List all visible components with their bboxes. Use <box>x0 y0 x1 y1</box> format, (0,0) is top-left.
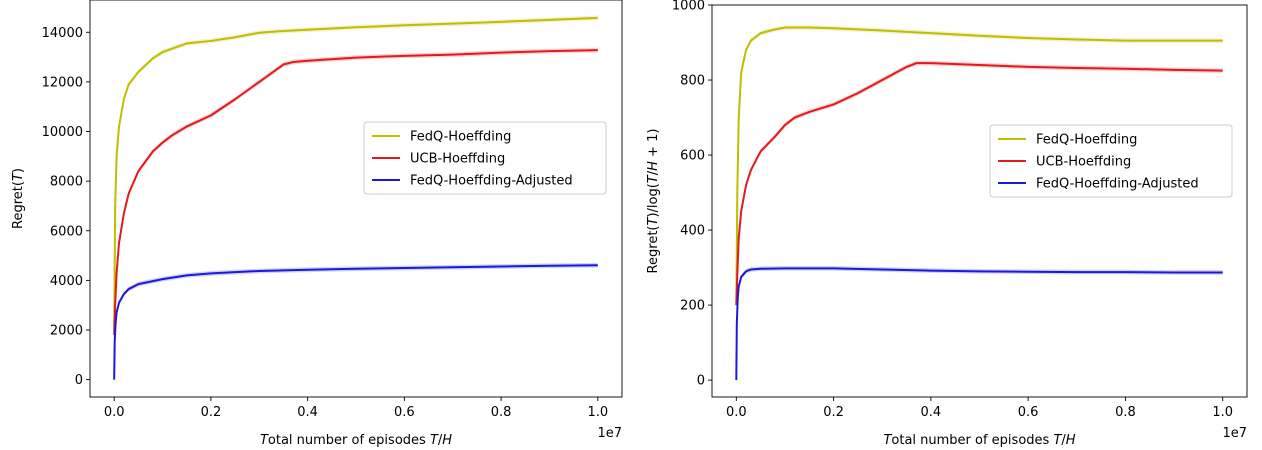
y-tick-label: 4000 <box>50 274 83 289</box>
y-tick-label: 200 <box>680 299 705 314</box>
x-tick-label: 0.2 <box>823 405 844 420</box>
y-tick-label: 800 <box>680 74 705 89</box>
series-band-2 <box>114 262 598 383</box>
y-tick-label: 6000 <box>50 224 83 239</box>
y-axis-label: Regret(T) <box>11 168 26 229</box>
x-offset-label: 1e7 <box>1222 426 1247 441</box>
legend-entry-1: UCB-Hoeffding <box>410 152 505 167</box>
series-line-0 <box>113 16 598 331</box>
series-line-1 <box>735 62 1223 306</box>
y-tick-label: 2000 <box>50 324 83 339</box>
x-tick-label: 0.6 <box>394 405 415 420</box>
x-tick-label: 0.8 <box>1115 405 1136 420</box>
x-tick-label: 0.0 <box>726 405 747 420</box>
y-tick-label: 8000 <box>50 175 83 190</box>
x-tick-label: 0.4 <box>921 405 942 420</box>
x-tick-label: 0.8 <box>491 405 512 420</box>
y-tick-label: 10000 <box>42 125 83 140</box>
x-tick-label: 1.0 <box>1212 405 1233 420</box>
legend-entry-0: FedQ-Hoeffding <box>410 130 511 145</box>
legend-entry-2: FedQ-Hoeffding-Adjusted <box>410 174 573 189</box>
y-tick-label: 14000 <box>42 26 83 41</box>
y-tick-label: 600 <box>680 149 705 164</box>
x-axis-label: Total number of episodes T/H <box>260 433 452 448</box>
legend-entry-1: UCB-Hoeffding <box>1036 155 1131 170</box>
plot-area <box>113 15 598 383</box>
legend-box <box>363 121 607 195</box>
y-axis-label: Regret(T)/log(T/H + 1) <box>646 129 661 274</box>
x-tick-label: 0.6 <box>1018 405 1039 420</box>
y-tick-label: 400 <box>680 224 705 239</box>
y-tick-label: 0 <box>75 373 83 388</box>
x-axis-label: Total number of episodes T/H <box>883 433 1075 448</box>
x-tick-label: 0.0 <box>104 405 125 420</box>
legend-box <box>989 124 1233 198</box>
legend-entry-0: FedQ-Hoeffding <box>1036 133 1137 148</box>
x-tick-label: 0.4 <box>297 405 318 420</box>
series-line-1 <box>113 49 598 336</box>
y-tick-label: 0 <box>697 374 705 389</box>
y-tick-label: 1000 <box>672 0 705 14</box>
series-band-2 <box>736 265 1223 383</box>
legend: FedQ-Hoeffding UCB-Hoeffding FedQ-Hoeffdin… <box>363 121 607 195</box>
y-tick-label: 12000 <box>42 75 83 90</box>
series-line-2 <box>735 267 1223 381</box>
axes-frame <box>711 4 1248 398</box>
series-line-2 <box>113 264 598 380</box>
x-tick-label: 1.0 <box>587 405 608 420</box>
axes-frame <box>89 0 623 398</box>
legend-entry-2: FedQ-Hoeffding-Adjusted <box>1036 177 1199 192</box>
x-offset-label: 1e7 <box>597 426 622 441</box>
chart-left: 0.0 0.2 0.4 0.6 0.8 1.0 0 2000 4000 6000 8000 10000… <box>11 0 623 448</box>
series-line-0 <box>735 26 1223 306</box>
chart-right: 0.0 0.2 0.4 0.6 0.8 1.0 0 200 400 600 800 1000 1e7 To… <box>646 0 1248 448</box>
plot-area <box>735 25 1223 383</box>
legend: FedQ-Hoeffding UCB-Hoeffding FedQ-Hoeffdin… <box>989 124 1233 198</box>
x-tick-label: 0.2 <box>201 405 222 420</box>
